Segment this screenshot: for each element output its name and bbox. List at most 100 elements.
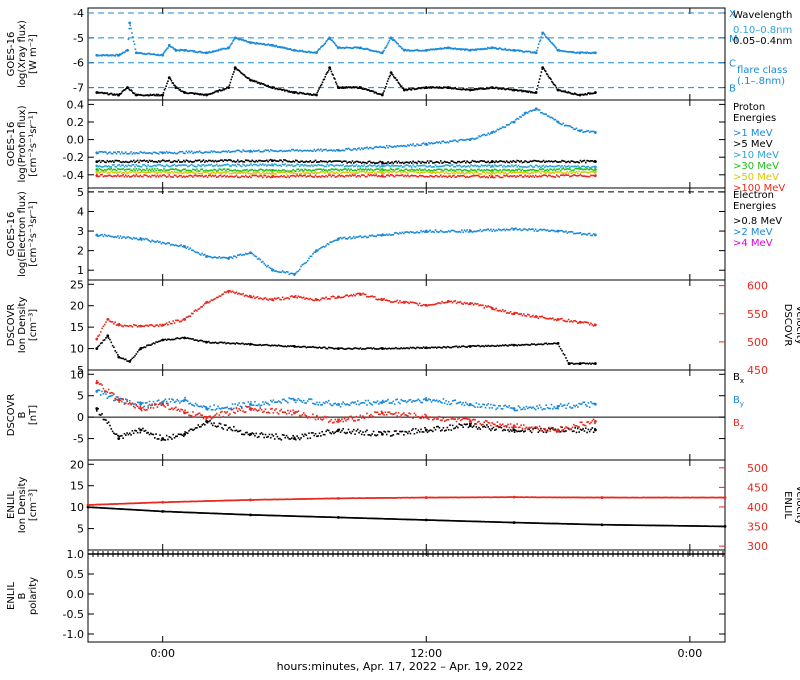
legend-title: Energies — [733, 201, 776, 212]
data-point — [516, 228, 519, 231]
data-point — [405, 175, 408, 177]
data-point — [214, 297, 217, 300]
data-point — [349, 86, 352, 88]
data-point — [389, 145, 392, 148]
data-point — [557, 168, 559, 171]
data-point — [509, 88, 512, 91]
data-point — [363, 48, 366, 50]
data-point — [482, 170, 484, 172]
data-point — [408, 87, 411, 90]
data-point — [529, 50, 531, 53]
data-point — [279, 271, 281, 274]
series-value-marker — [468, 345, 472, 348]
data-point — [355, 293, 358, 295]
series-value-marker — [337, 86, 340, 89]
y-tick-label: -5 — [73, 32, 84, 45]
data-point — [117, 354, 119, 356]
series-value-marker — [128, 21, 132, 25]
data-point — [204, 93, 206, 96]
data-point — [509, 171, 512, 173]
data-point — [470, 164, 472, 166]
data-point — [492, 308, 495, 311]
data-point — [192, 429, 194, 432]
data-point — [417, 175, 420, 178]
data-point — [407, 301, 409, 304]
data-point — [298, 161, 301, 163]
data-point — [395, 165, 397, 167]
data-point — [326, 170, 329, 172]
data-point — [196, 251, 198, 254]
data-point — [494, 172, 496, 175]
data-point — [368, 89, 370, 92]
data-point — [209, 151, 211, 154]
data-point — [269, 158, 272, 161]
data-point — [192, 249, 194, 251]
data-point — [377, 50, 379, 53]
data-point — [511, 172, 513, 174]
series-value-marker — [205, 255, 209, 258]
data-point — [470, 171, 472, 174]
data-point — [168, 321, 171, 323]
data-point — [310, 171, 313, 174]
data-point — [505, 173, 508, 175]
data-point — [582, 321, 584, 324]
data-point — [570, 92, 573, 95]
data-point — [156, 324, 159, 326]
data-point — [230, 172, 233, 175]
data-point — [275, 163, 277, 166]
series-value-marker — [227, 289, 230, 293]
data-point — [537, 43, 540, 46]
data-point — [576, 51, 579, 54]
data-point — [496, 87, 499, 89]
data-point — [321, 246, 323, 248]
data-point — [138, 168, 140, 170]
data-point — [421, 49, 424, 52]
data-point — [561, 90, 564, 93]
data-point — [99, 165, 102, 168]
data-point — [471, 159, 474, 162]
data-point — [441, 230, 443, 233]
data-point — [165, 176, 168, 178]
data-point — [371, 234, 374, 237]
data-point — [333, 348, 335, 350]
data-point — [487, 172, 490, 175]
data-point — [515, 89, 518, 91]
data-point — [139, 165, 142, 168]
data-point — [280, 46, 283, 49]
data-point — [285, 176, 288, 179]
data-point — [466, 172, 468, 174]
y-axis-label: [cm⁻²s⁻¹sr⁻¹] — [28, 201, 39, 267]
data-point — [138, 94, 140, 96]
data-point — [259, 258, 262, 261]
data-point — [374, 162, 376, 165]
data-point — [547, 38, 550, 41]
data-point — [117, 434, 119, 437]
data-point — [256, 295, 259, 298]
data-point — [229, 165, 231, 167]
data-point — [571, 174, 574, 177]
data-point — [413, 165, 416, 168]
data-point — [460, 88, 463, 91]
flare-class-label: C — [729, 59, 736, 70]
data-point — [388, 162, 391, 165]
data-point — [467, 138, 470, 141]
data-point — [165, 85, 167, 87]
data-point — [218, 422, 221, 425]
data-point — [316, 176, 318, 178]
data-point — [211, 341, 214, 344]
data-point — [291, 170, 293, 172]
data-point — [449, 175, 451, 177]
data-point — [209, 93, 211, 95]
data-point — [522, 51, 524, 53]
series-value-marker — [271, 159, 274, 163]
data-point — [197, 175, 200, 177]
data-point — [478, 48, 480, 50]
data-point — [263, 84, 266, 86]
data-point — [222, 164, 225, 167]
data-point — [579, 168, 582, 171]
data-point — [484, 134, 487, 137]
data-point — [210, 163, 213, 166]
data-point — [429, 48, 432, 51]
data-point — [317, 346, 319, 349]
